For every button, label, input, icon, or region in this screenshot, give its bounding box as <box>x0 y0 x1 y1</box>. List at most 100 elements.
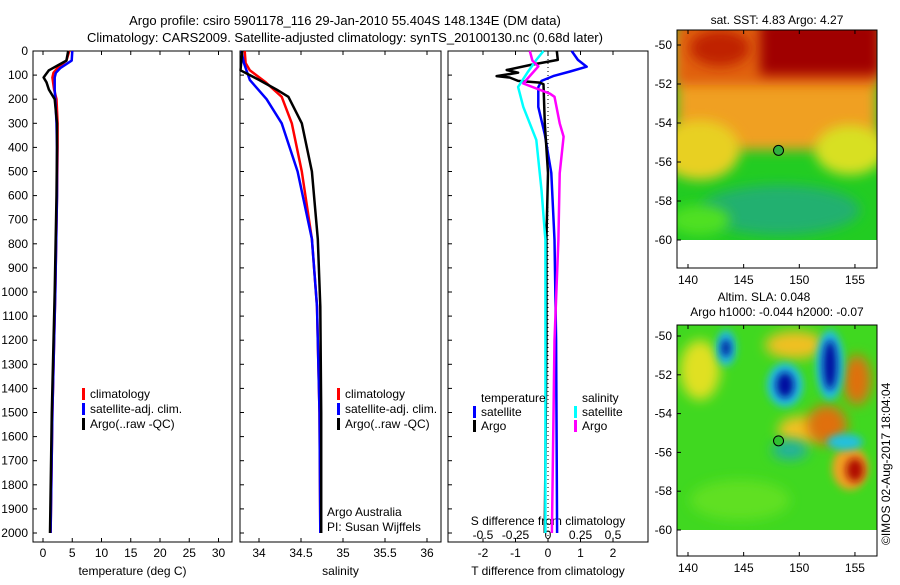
lon-tick-label: 150 <box>789 273 809 287</box>
lon-tick-label: 145 <box>734 561 754 575</box>
difference-series-t-argo <box>495 50 560 534</box>
difference-series-s-argo <box>522 50 565 534</box>
lon-tick-label: 145 <box>734 273 754 287</box>
legend-swatch <box>473 406 476 418</box>
difference-series-t-satellite <box>537 50 588 534</box>
difference-panel: -2 -1 0 1 2 T difference from climatology -0.5… <box>447 50 649 578</box>
x-tick-label: 34 <box>252 546 266 560</box>
depth-tick-label: 600 <box>8 189 28 203</box>
lat-tick-label: -50 <box>655 38 673 52</box>
salinity-axes-frame <box>239 50 442 543</box>
salinity-series-argo-raw-qc- <box>239 50 323 533</box>
x-tick-label: 5 <box>69 546 76 560</box>
sla-map-subtitle: Argo h1000: -0.044 h2000: -0.07 <box>690 305 864 319</box>
legend-label: Argo(..raw -QC) <box>90 417 175 431</box>
annotation-institution: Argo Australia <box>327 505 402 519</box>
lat-tick-label: -54 <box>655 407 673 421</box>
lat-tick-label: -56 <box>655 445 673 459</box>
sst-map-frame <box>676 29 878 269</box>
lat-tick-label: -52 <box>655 77 673 91</box>
legend-label: satellite-adj. clim. <box>345 402 437 416</box>
depth-tick-label: 800 <box>8 237 28 251</box>
s-x-tick-label: 0.5 <box>605 528 622 542</box>
legend-swatch <box>82 388 85 400</box>
lon-tick-label: 140 <box>678 561 698 575</box>
legend-swatch <box>337 418 340 430</box>
legend-swatch <box>337 403 340 415</box>
depth-tick-label: 900 <box>8 261 28 275</box>
x-tick-label: 0 <box>40 546 47 560</box>
temperature-x-axis-label: temperature (deg C) <box>78 564 186 578</box>
x-tick-label: -2 <box>478 546 489 560</box>
salinity-x-axis-label: salinity <box>322 564 359 578</box>
legend-swatch <box>574 406 577 418</box>
sst-map-title: sat. SST: 4.83 Argo: 4.27 <box>711 13 844 27</box>
lat-tick-label: -58 <box>655 484 673 498</box>
sla-map-frame <box>676 324 878 557</box>
depth-tick-label: 1400 <box>1 381 28 395</box>
difference-x-axis-label: T difference from climatology <box>471 564 625 578</box>
x-tick-label: -1 <box>510 546 521 560</box>
s-x-tick-label: 0.25 <box>569 528 593 542</box>
s-x-tick-label: 0 <box>545 528 552 542</box>
x-tick-label: 15 <box>124 546 138 560</box>
s-x-tick-label: -0.25 <box>502 528 530 542</box>
x-tick-label: 34.5 <box>289 546 313 560</box>
x-tick-label: 30 <box>212 546 226 560</box>
sst-map-field <box>677 30 877 240</box>
lat-tick-label: -60 <box>655 523 673 537</box>
lat-tick-label: -58 <box>655 194 673 208</box>
figure-title-line1: Argo profile: csiro 5901178_116 29-Jan-2… <box>129 13 561 28</box>
x-tick-label: 0 <box>545 546 552 560</box>
sst-map: sat. SST: 4.83 Argo: 4.27 140 145 150 155 -5… <box>655 13 878 287</box>
legend-swatch <box>82 418 85 430</box>
figure-title-line2: Climatology: CARS2009. Satellite-adjuste… <box>87 30 603 45</box>
temperature-series-climatology <box>49 50 71 534</box>
legend-label: satellite-adj. clim. <box>90 402 182 416</box>
lon-tick-label: 140 <box>678 273 698 287</box>
lon-tick-label: 155 <box>845 561 865 575</box>
legend-header-temperature: temperature <box>481 391 546 405</box>
depth-tick-label: 400 <box>8 140 28 154</box>
depth-tick-label: 1000 <box>1 285 28 299</box>
annotation-pi: PI: Susan Wijffels <box>327 520 421 534</box>
salinity-series-satellite-adj-clim- <box>240 50 322 534</box>
legend-swatch <box>82 403 85 415</box>
lat-tick-label: -54 <box>655 116 673 130</box>
depth-tick-label: 300 <box>8 116 28 130</box>
depth-tick-label: 1500 <box>1 406 28 420</box>
legend-swatch <box>473 420 476 432</box>
legend-label: Argo <box>582 419 608 433</box>
depth-tick-label: 1800 <box>1 478 28 492</box>
sst-float-position-marker <box>773 144 785 156</box>
x-tick-label: 35.5 <box>373 546 397 560</box>
lat-tick-label: -50 <box>655 329 673 343</box>
temperature-panel: 0100200300400500600700800900100011001200… <box>1 44 233 578</box>
depth-tick-label: 2000 <box>1 526 28 540</box>
depth-tick-label: 100 <box>8 68 28 82</box>
x-tick-label: 2 <box>610 546 617 560</box>
legend-label: climatology <box>345 387 405 401</box>
sla-float-position-marker <box>773 435 785 447</box>
depth-tick-label: 1600 <box>1 430 28 444</box>
legend-label: Argo(..raw -QC) <box>345 417 430 431</box>
depth-tick-label: 1900 <box>1 502 28 516</box>
difference-series-s-satellite <box>516 50 547 533</box>
legend-swatch <box>574 420 577 432</box>
lon-tick-label: 155 <box>845 273 865 287</box>
legend-label: satellite <box>582 405 623 419</box>
legend-label: climatology <box>90 387 150 401</box>
x-tick-label: 35 <box>336 546 350 560</box>
depth-tick-label: 200 <box>8 92 28 106</box>
legend-swatch <box>337 388 340 400</box>
x-tick-label: 1 <box>577 546 584 560</box>
x-tick-label: 36 <box>420 546 434 560</box>
legend-header-salinity: salinity <box>582 391 619 405</box>
difference-axes-frame <box>447 50 649 543</box>
depth-tick-label: 500 <box>8 165 28 179</box>
depth-tick-label: 700 <box>8 213 28 227</box>
sla-map: Altim. SLA: 0.048 Argo h1000: -0.044 h20… <box>655 290 878 575</box>
depth-tick-label: 1700 <box>1 454 28 468</box>
s-x-axis-label: S difference from climatology <box>471 514 626 528</box>
